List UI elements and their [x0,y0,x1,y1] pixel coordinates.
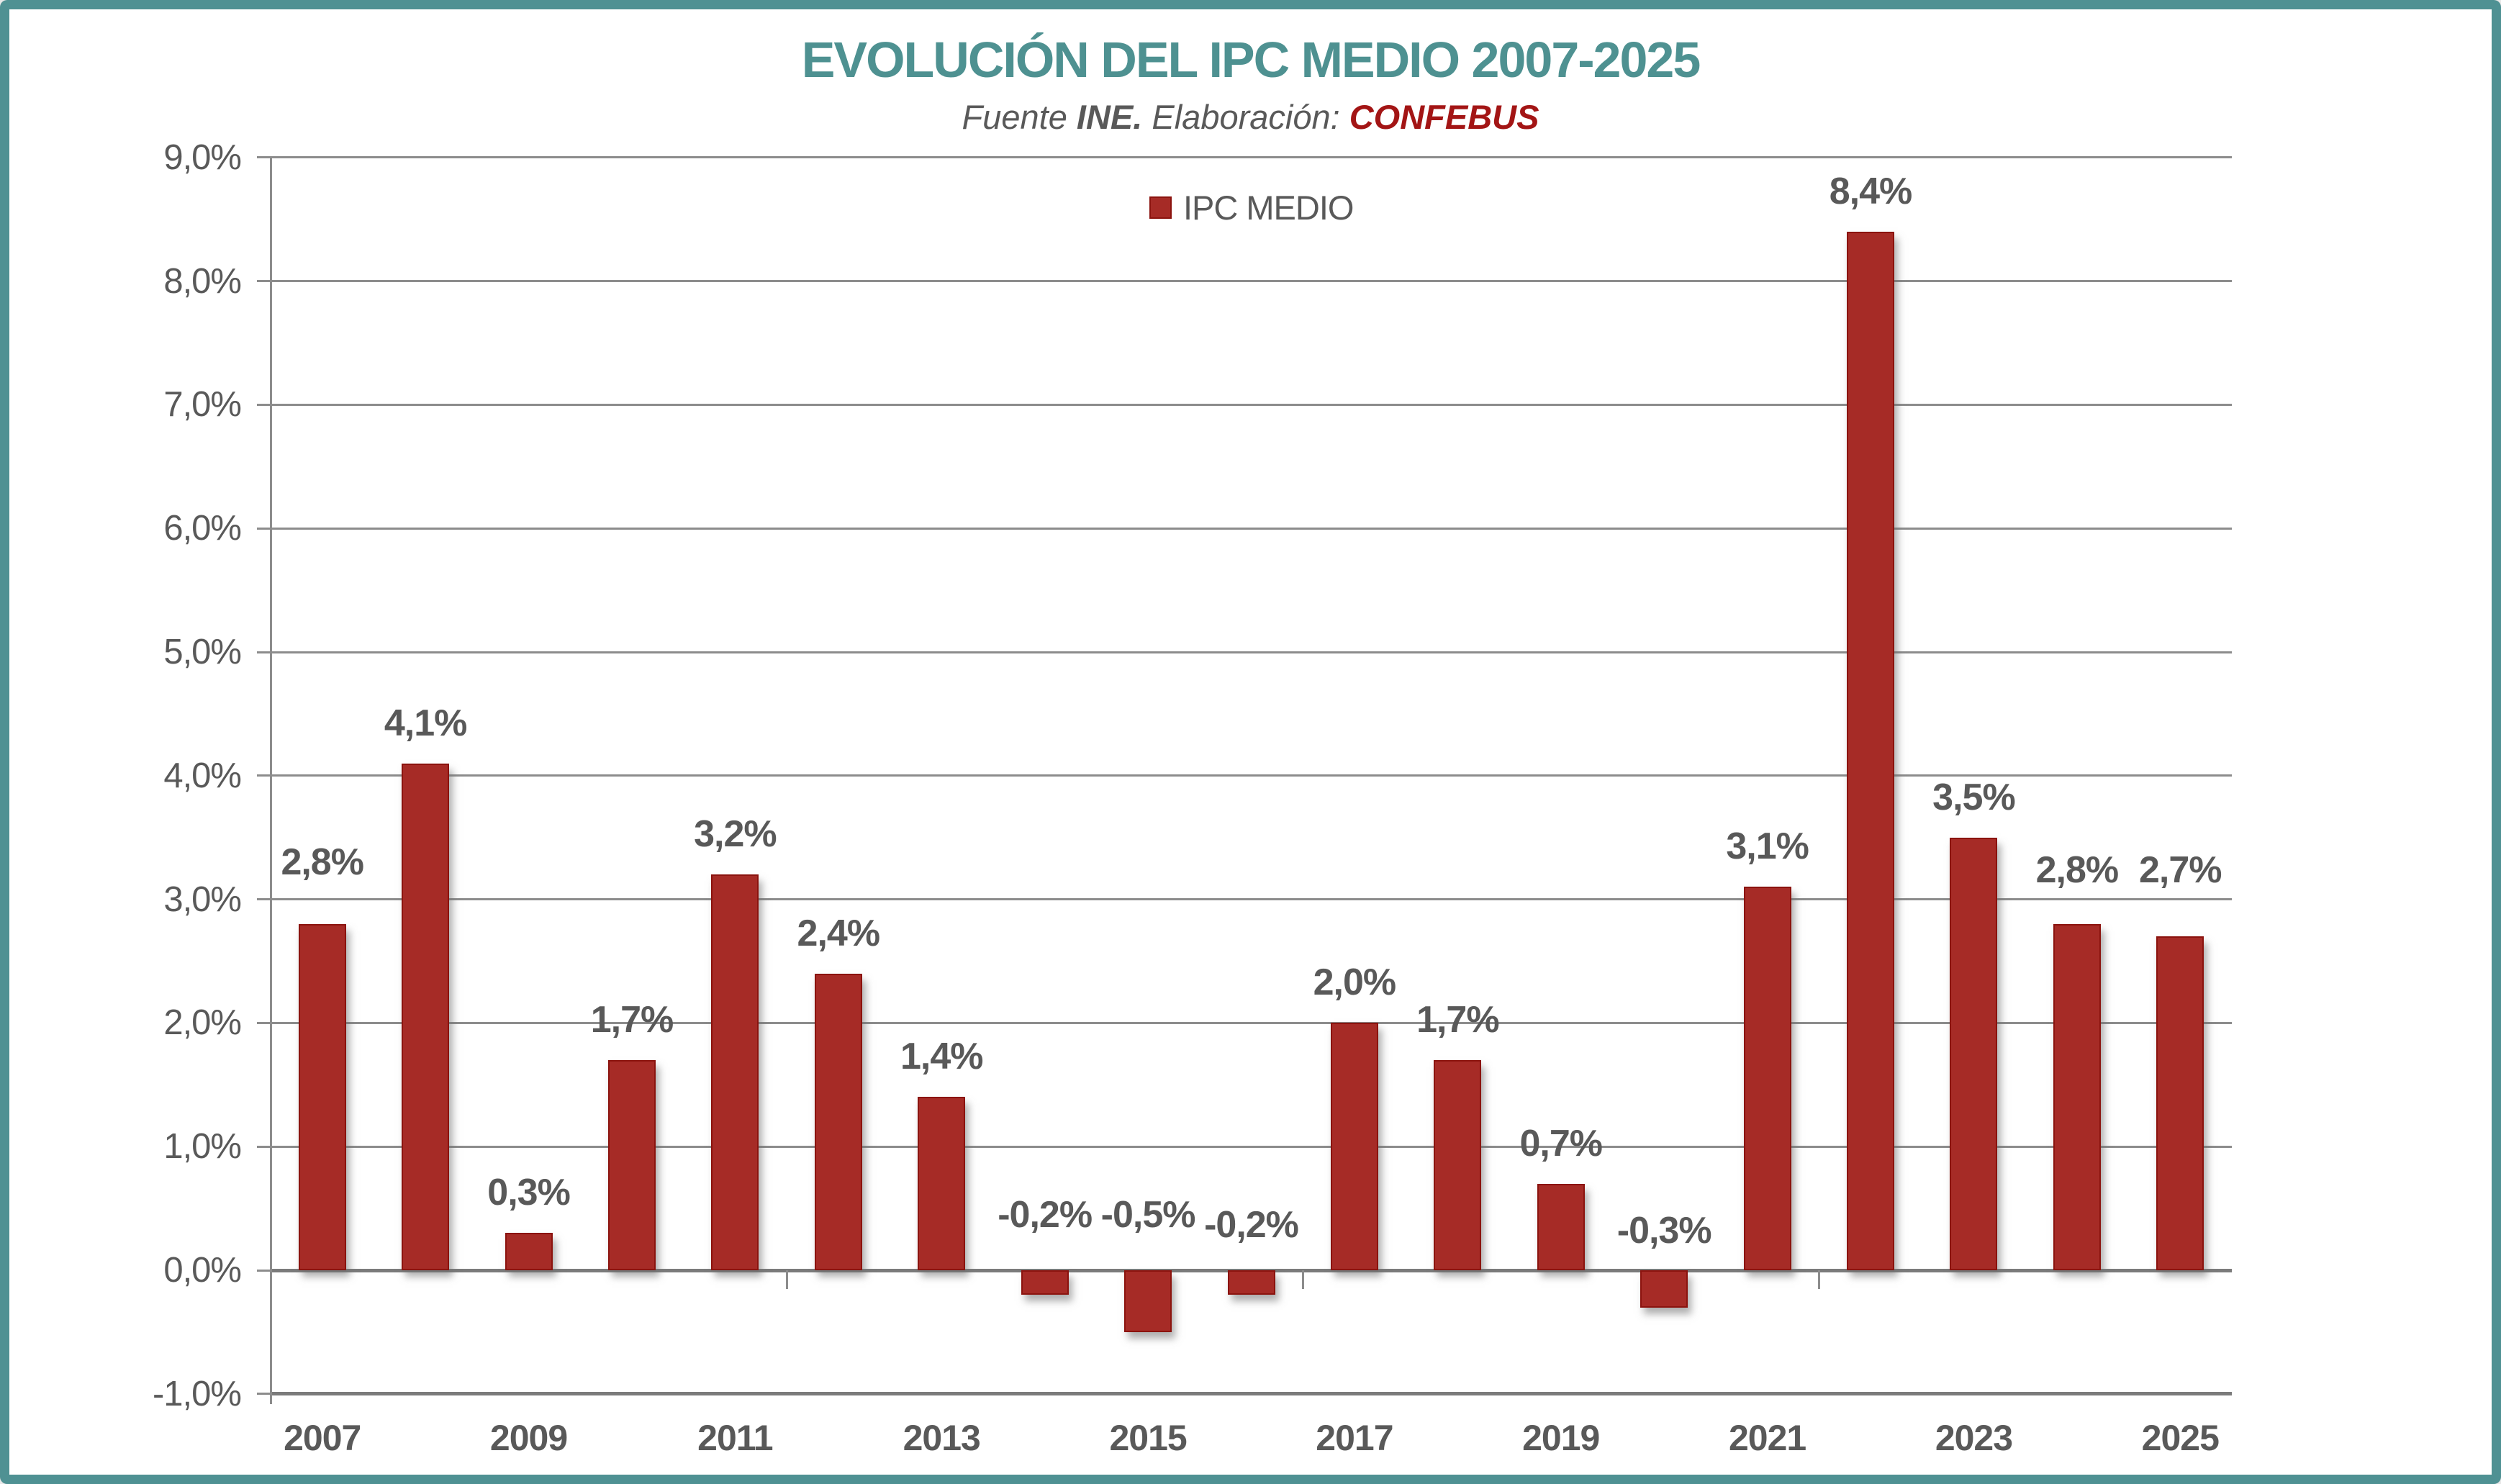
bar [1950,837,1998,1270]
bar-value-label: 0,7% [1519,1122,1603,1164]
x-axis-year-label: 2025 [2141,1418,2220,1458]
gridline [271,898,2232,901]
gridline [271,1392,2232,1396]
y-axis-tick [257,1021,271,1024]
y-axis-tick-label: 8,0% [163,261,242,301]
bar [505,1233,553,1270]
y-axis-tick [257,1145,271,1148]
chart-subtitle: Fuente INE. Elaboración: CONFEBUS [9,97,2492,137]
y-axis-tick-label: 0,0% [163,1251,242,1290]
gridline [271,280,2232,283]
legend-marker-icon [1149,196,1172,219]
y-axis-tick-label: 5,0% [163,633,242,671]
x-axis-tick [785,1270,788,1289]
bar-value-label: -0,2% [998,1194,1093,1236]
bar [711,874,759,1270]
y-axis-tick [257,403,271,406]
gridline [271,651,2232,653]
x-axis-year-label: 2011 [697,1418,773,1458]
x-axis-year-label: 2015 [1109,1418,1187,1458]
y-axis-tick [257,280,271,283]
gridline [271,403,2232,406]
subtitle-source: INE. [1076,98,1143,136]
bar [2053,923,2101,1270]
bar-value-label: 2,8% [2035,849,2120,891]
x-axis-year-label: 2013 [903,1418,981,1458]
bar-value-label: 2,4% [797,912,881,954]
x-axis-year-label: 2007 [284,1418,361,1458]
y-axis-tick [257,156,271,159]
y-axis-tick-label: 9,0% [163,137,242,177]
bar-value-label: 3,1% [1726,825,1809,868]
y-axis-tick [257,1269,271,1272]
bar [814,973,862,1270]
subtitle-organization: CONFEBUS [1349,98,1539,136]
gridline [271,1021,2232,1024]
subtitle-middle: Elaboración: [1142,98,1349,136]
bar-value-label: -0,5% [1100,1194,1196,1236]
gridline [271,527,2232,530]
bar-value-label: 0,3% [487,1172,571,1214]
x-axis-year-label: 2019 [1522,1418,1600,1458]
bar [298,923,346,1270]
bar-value-label: -0,2% [1204,1204,1299,1246]
bar [1227,1270,1275,1295]
bar-value-label: 4,1% [384,702,468,744]
x-axis-tick [1301,1270,1304,1289]
y-axis-tick-label: 1,0% [163,1127,242,1167]
gridline [271,1145,2232,1148]
y-axis-tick-label: 3,0% [163,879,242,919]
bar-value-label: -0,3% [1616,1210,1712,1252]
bar [1640,1270,1688,1308]
bar [1021,1270,1069,1295]
bar [918,1097,966,1270]
y-axis-tick-label: 6,0% [163,509,242,548]
bar [2156,936,2204,1270]
x-axis-year-label: 2023 [1935,1418,2013,1458]
x-axis-year-label: 2017 [1316,1418,1393,1458]
y-axis-tick-label: 2,0% [163,1003,242,1043]
bar [1743,887,1791,1270]
subtitle-prefix: Fuente [962,98,1077,136]
bar-value-label: 2,8% [281,841,364,883]
chart-title: EVOLUCIÓN DEL IPC MEDIO 2007-2025 [801,32,1701,88]
y-axis-tick [257,774,271,777]
bar [402,763,450,1270]
legend: IPC MEDIO [1149,188,1354,227]
x-axis-year-label: 2009 [489,1418,568,1458]
y-axis-tick [257,1393,271,1395]
y-axis-tick [257,898,271,901]
x-axis-tick [1817,1270,1820,1289]
legend-label: IPC MEDIO [1183,189,1354,227]
bar-value-label: 3,2% [694,813,777,856]
bar [1847,231,1895,1270]
gridline [271,156,2232,159]
bar [1330,1023,1378,1270]
bar-value-label: 1,7% [1416,998,1500,1041]
bar [1537,1183,1585,1270]
bar-value-label: 2,7% [2139,849,2222,891]
y-axis-line [269,158,272,1404]
bar-value-label: 3,5% [1932,776,2016,818]
y-axis-tick [257,651,271,653]
bar [1434,1059,1482,1270]
bar [607,1059,656,1270]
bar-value-label: 1,4% [900,1036,984,1078]
bar-value-label: 8,4% [1829,170,1913,212]
bar-value-label: 1,7% [590,998,674,1041]
y-axis-tick-label: -1,0% [152,1374,242,1413]
bar-value-label: 2,0% [1313,962,1397,1004]
x-axis-year-label: 2021 [1728,1418,1806,1458]
bar [1124,1270,1172,1332]
y-axis-tick-label: 4,0% [163,756,242,795]
y-axis-tick [257,527,271,530]
gridline [271,774,2232,777]
y-axis-tick-label: 7,0% [163,385,242,425]
